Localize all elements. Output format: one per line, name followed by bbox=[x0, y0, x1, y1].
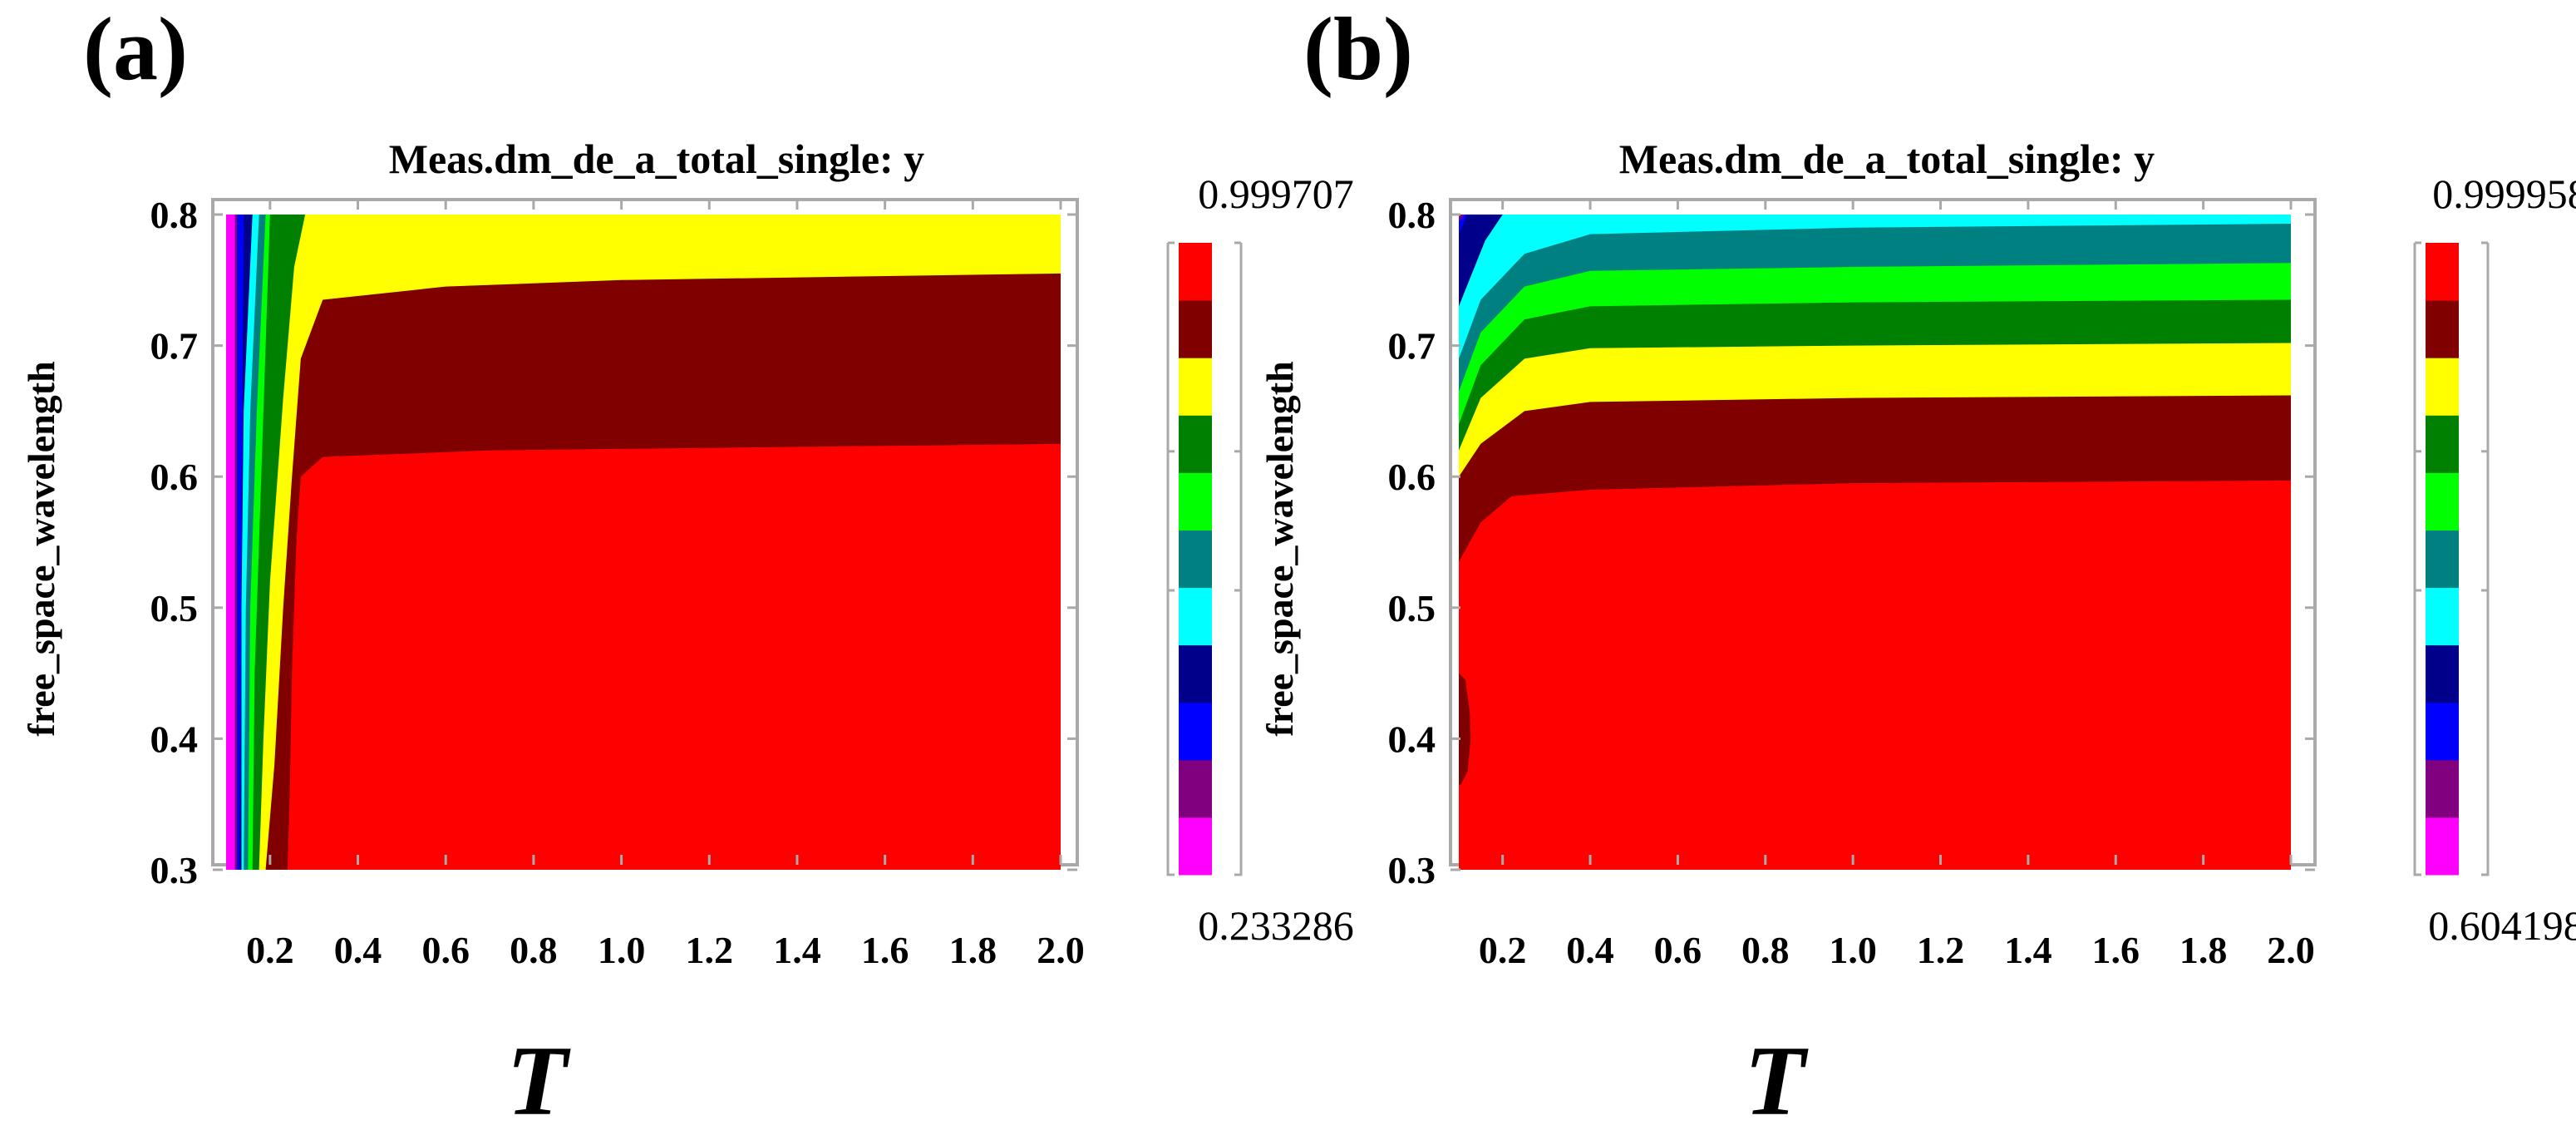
x-tick-label: 0.8 bbox=[510, 929, 558, 971]
x-tick-label: 1.2 bbox=[1917, 929, 1965, 971]
x-tick-label: 0.2 bbox=[1479, 929, 1527, 971]
x-tick-label: 1.8 bbox=[949, 929, 997, 971]
x-tick-label: 1.4 bbox=[773, 929, 821, 971]
y-tick-label: 0.4 bbox=[150, 718, 199, 760]
y-tick-label: 0.8 bbox=[150, 194, 199, 236]
colorbar-swatch bbox=[2426, 530, 2459, 589]
colorbar-swatch bbox=[2426, 817, 2459, 876]
colorbar-swatch bbox=[2426, 587, 2459, 646]
colorbar-max-label: 0.999958 bbox=[2432, 170, 2576, 217]
chart-panel-b: (b) Meas.dm_de_a_total_single: y 0.3 0.4 0.5… bbox=[1258, 0, 2576, 1136]
x-tick-label: 1.6 bbox=[2092, 929, 2140, 971]
y-tick-label: 0.5 bbox=[150, 587, 199, 629]
colorbar: 0.999958 0.604198 bbox=[2413, 170, 2576, 949]
x-tick-label: 2.0 bbox=[1037, 929, 1085, 971]
y-tick-label: 0.6 bbox=[1388, 456, 1436, 498]
y-tick-label: 0.3 bbox=[150, 849, 199, 891]
colorbar-swatch bbox=[2426, 358, 2459, 416]
chart-title: Meas.dm_de_a_total_single: y bbox=[1619, 136, 2155, 182]
chart-panel-a: (a) Meas.dm_de_a_total_single: y 0.3 0.4 0.5… bbox=[20, 0, 1354, 1136]
y-axis-label: free_space_wavelength bbox=[1258, 361, 1301, 736]
colorbar-swatch bbox=[2426, 702, 2459, 761]
colorbar-right-bracket bbox=[1234, 241, 1243, 876]
colorbar-left-bracket bbox=[2413, 241, 2421, 876]
x-tick-label: 1.8 bbox=[2180, 929, 2228, 971]
y-axis-label: free_space_wavelength bbox=[20, 361, 62, 736]
x-tick-label: 1.4 bbox=[2004, 929, 2052, 971]
contour-region-level-10 bbox=[287, 443, 1061, 870]
colorbar-swatch bbox=[1179, 702, 1212, 761]
colorbar-swatch bbox=[2426, 472, 2459, 531]
contour-fill bbox=[226, 215, 1061, 870]
x-tick-label: 0.6 bbox=[421, 929, 470, 971]
colorbar-swatch bbox=[2426, 759, 2459, 818]
y-tick-label: 0.5 bbox=[1388, 587, 1436, 629]
contour-fill bbox=[1459, 215, 2291, 871]
chart-title: Meas.dm_de_a_total_single: y bbox=[389, 136, 924, 182]
x-tick-label: 0.8 bbox=[1741, 929, 1790, 971]
y-tick-label: 0.6 bbox=[150, 456, 199, 498]
y-tick-label: 0.3 bbox=[1388, 849, 1436, 891]
y-tick-label: 0.8 bbox=[1388, 194, 1436, 236]
x-axis-label: T bbox=[506, 1025, 571, 1136]
colorbar-swatch bbox=[1179, 644, 1212, 703]
y-tick-label: 0.7 bbox=[1388, 325, 1436, 368]
colorbar-min-label: 0.604198 bbox=[2428, 902, 2576, 949]
panel-label: (a) bbox=[83, 0, 188, 99]
axis-ticks: 0.3 0.4 0.5 0.6 0.7 0.8 0.2 0.4 0.6 0.8 1.0 1.2 1.4 1… bbox=[1388, 194, 2315, 971]
x-tick-label: 0.4 bbox=[1566, 929, 1614, 971]
colorbar-swatch bbox=[1179, 530, 1212, 589]
colorbar-swatch bbox=[1179, 358, 1212, 416]
colorbar-swatch bbox=[1179, 472, 1212, 531]
colorbar-min-label: 0.233286 bbox=[1198, 902, 1354, 949]
colorbar-swatch bbox=[1179, 300, 1212, 358]
x-tick-label: 0.6 bbox=[1654, 929, 1702, 971]
colorbar-swatch bbox=[1179, 587, 1212, 646]
axis-ticks: 0.3 0.4 0.5 0.6 0.7 0.8 0.2 0.4 0.6 0.8 1.0 1.2 1.4 1… bbox=[150, 194, 1085, 971]
colorbar-swatch bbox=[2426, 415, 2459, 473]
x-tick-label: 1.0 bbox=[1829, 929, 1877, 971]
x-tick-label: 1.6 bbox=[861, 929, 909, 971]
colorbar-left-bracket bbox=[1166, 241, 1175, 876]
colorbar-swatch bbox=[1179, 759, 1212, 818]
x-tick-label: 0.4 bbox=[334, 929, 382, 971]
colorbar-swatch bbox=[2426, 300, 2459, 358]
x-tick-label: 2.0 bbox=[2267, 929, 2315, 971]
colorbar: 0.999707 0.233286 bbox=[1166, 170, 1354, 949]
contour-region-level-10 bbox=[1459, 480, 2291, 870]
contour-blob-level-9 bbox=[1459, 673, 1471, 785]
y-tick-label: 0.4 bbox=[1388, 718, 1436, 760]
colorbar-max-label: 0.999707 bbox=[1198, 170, 1354, 217]
panel-label: (b) bbox=[1303, 0, 1413, 99]
x-tick-label: 1.2 bbox=[686, 929, 734, 971]
colorbar-right-bracket bbox=[2481, 241, 2490, 876]
colorbar-swatch bbox=[1179, 817, 1212, 876]
x-tick-label: 1.0 bbox=[598, 929, 646, 971]
x-axis-label: T bbox=[1744, 1025, 1809, 1136]
colorbar-swatch bbox=[2426, 243, 2459, 301]
y-tick-label: 0.7 bbox=[150, 325, 199, 368]
x-tick-label: 0.2 bbox=[246, 929, 294, 971]
colorbar-swatch bbox=[1179, 415, 1212, 473]
colorbar-swatch bbox=[1179, 243, 1212, 301]
colorbar-swatch bbox=[2426, 644, 2459, 703]
contour-band-level-8 bbox=[323, 215, 1061, 259]
